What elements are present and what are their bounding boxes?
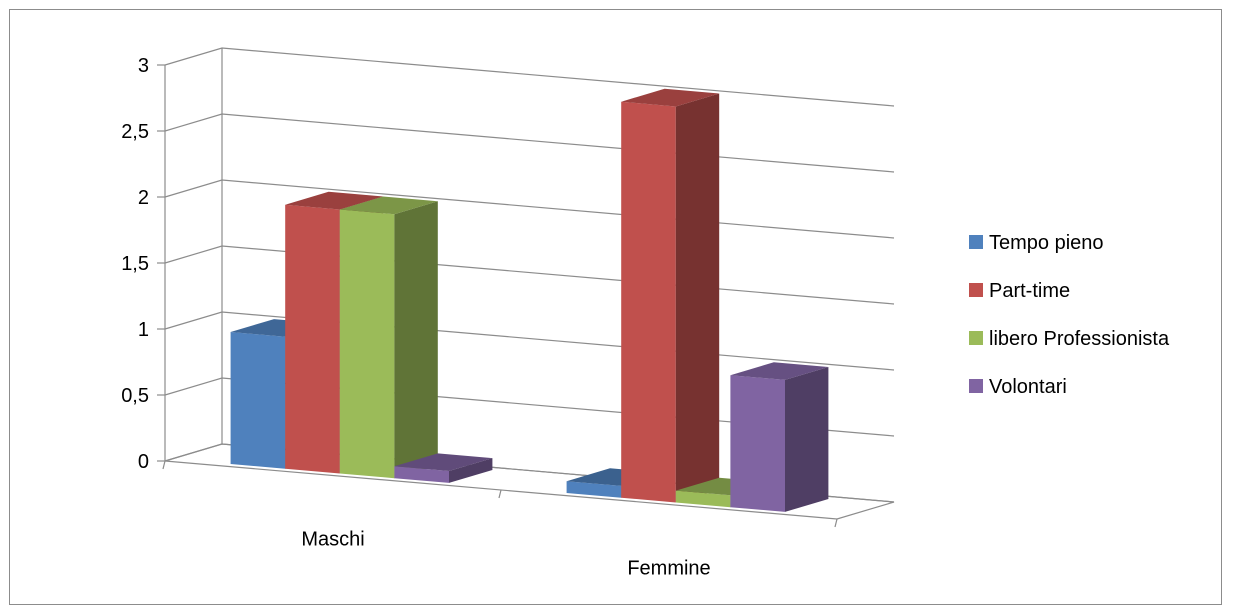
x-tick-mark	[498, 489, 502, 499]
bar-front	[675, 490, 731, 508]
y-tick-labels: 0 0,5 1 1,5 2 2,5 3	[121, 55, 149, 473]
y-tick-label: 2,5	[121, 121, 149, 143]
y-tick-label: 1,5	[121, 253, 149, 275]
legend-label: Tempo pieno	[989, 232, 1104, 254]
bar-front	[730, 375, 785, 512]
gridline	[164, 179, 895, 239]
bar-front	[339, 209, 395, 479]
x-tick-mark	[834, 518, 838, 528]
legend-label: Volontari	[989, 376, 1067, 398]
legend-swatch	[969, 331, 983, 345]
category-label: Maschi	[301, 529, 364, 551]
bars	[230, 88, 829, 512]
bar	[394, 453, 493, 483]
y-tick-label: 2	[138, 187, 149, 209]
x-tick-mark	[162, 460, 166, 470]
legend-swatch	[969, 379, 983, 393]
bar-top	[621, 88, 720, 107]
bar-top	[394, 453, 493, 471]
gridline	[164, 113, 895, 173]
bar-side	[675, 93, 720, 503]
gridline	[164, 47, 895, 107]
gridline	[164, 245, 895, 305]
y-tick-label: 1	[138, 319, 149, 341]
y-tick-label: 0	[138, 451, 149, 473]
y-tick-label: 3	[138, 55, 149, 77]
legend-swatch	[969, 235, 983, 249]
legend: Tempo pieno Part-time libero Professionist…	[969, 232, 1170, 398]
legend-label: libero Professionista	[989, 328, 1170, 350]
chart-frame: 0 0,5 1 1,5 2 2,5 3 Maschi Femmine Tempo pieno P…	[9, 9, 1222, 605]
bar-front	[394, 466, 449, 483]
bar	[730, 362, 829, 512]
legend-swatch	[969, 283, 983, 297]
bar-top	[730, 362, 829, 380]
bar-front	[285, 204, 340, 474]
bar	[339, 196, 438, 479]
bar-front	[621, 101, 676, 503]
category-label: Femmine	[627, 558, 710, 580]
axes	[157, 48, 838, 528]
chart-area: 0 0,5 1 1,5 2 2,5 3 Maschi Femmine Tempo pieno P…	[121, 47, 1170, 580]
y-tick-label: 0,5	[121, 385, 149, 407]
bar-front	[230, 332, 286, 469]
bar-front	[566, 481, 622, 498]
bar-top	[285, 191, 384, 210]
category-labels: Maschi Femmine	[301, 529, 710, 580]
legend-label: Part-time	[989, 280, 1070, 302]
bar-side	[394, 201, 438, 479]
bar	[621, 88, 720, 503]
bar-top	[339, 196, 438, 215]
bar-side	[449, 458, 493, 483]
bar-side	[785, 367, 829, 512]
